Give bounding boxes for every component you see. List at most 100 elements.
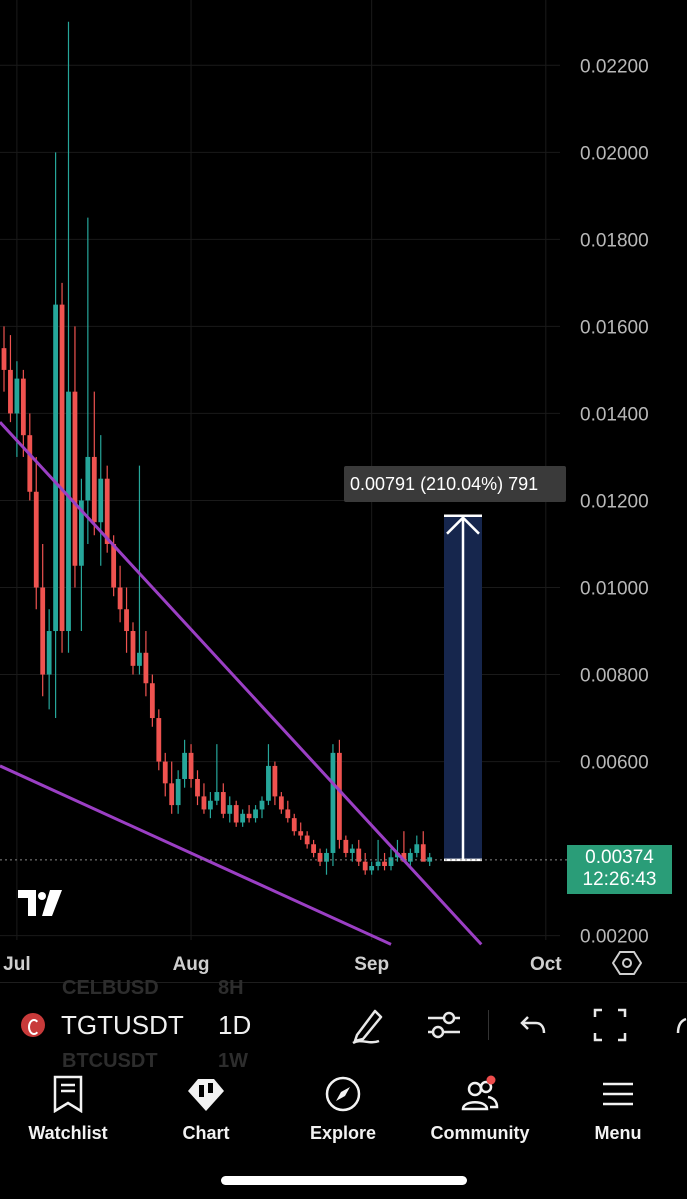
- candle-body: [343, 839, 349, 853]
- y-tick-label: 0.02000: [580, 143, 649, 164]
- bar-countdown: 12:26:43: [582, 869, 657, 890]
- candle-body: [246, 813, 252, 819]
- candle-body: [130, 631, 136, 666]
- candle-body: [420, 844, 426, 862]
- candle-body: [33, 491, 39, 588]
- candle-body: [414, 844, 420, 853]
- candle-body: [98, 478, 104, 523]
- y-tick-label: 0.00200: [580, 927, 649, 948]
- candle-body: [407, 852, 413, 862]
- ghost-symbol-bottom: BTCUSDT: [62, 1050, 158, 1072]
- candle-body: [291, 818, 297, 832]
- tab-community[interactable]: Community: [425, 1075, 535, 1144]
- symbol-selector[interactable]: TGTUSDT: [61, 1010, 184, 1040]
- candle-body: [72, 391, 78, 566]
- candlestick-series: [1, 21, 433, 875]
- trendline[interactable]: [0, 764, 392, 946]
- candle-body: [156, 718, 162, 762]
- tab-explore[interactable]: Explore: [288, 1075, 398, 1144]
- candle-body: [214, 792, 220, 801]
- candle-body: [220, 792, 226, 814]
- y-tick-label: 0.02200: [580, 56, 649, 77]
- last-price-value: 0.00374: [585, 847, 654, 868]
- tab-chart[interactable]: Chart: [151, 1075, 261, 1144]
- y-tick-label: 0.01600: [580, 317, 649, 338]
- candle-body: [337, 752, 342, 840]
- candle-body: [14, 378, 20, 414]
- candle-body: [317, 852, 323, 862]
- drawing-pen-icon[interactable]: [349, 1005, 385, 1045]
- candle-body: [233, 805, 239, 823]
- candle-body: [124, 609, 129, 632]
- candle-body: [427, 857, 433, 862]
- candle-body: [195, 778, 200, 797]
- candle-body: [401, 852, 407, 862]
- interval-selector[interactable]: 1D: [218, 1010, 252, 1040]
- more-tools-icon[interactable]: [674, 1005, 687, 1045]
- compass-icon: [325, 1076, 361, 1112]
- tradingview-logo-icon: [18, 890, 62, 916]
- y-axis: 0.02200 0.02000 0.01800 0.01600 0.01400 0.012…: [580, 56, 649, 947]
- symbol-logo-icon: [21, 1013, 45, 1037]
- indicators-icon[interactable]: [425, 1005, 463, 1045]
- ghost-symbol-top: CELBUSD: [62, 977, 159, 999]
- candle-body: [27, 435, 33, 492]
- candle-body: [59, 304, 65, 632]
- candle-body: [356, 848, 362, 862]
- candle-body: [253, 809, 258, 819]
- notification-dot: [486, 1075, 496, 1085]
- candle-body: [175, 778, 181, 806]
- candle-body: [20, 378, 26, 436]
- candle-body: [324, 852, 329, 862]
- fullscreen-icon[interactable]: [592, 1005, 628, 1045]
- candle-body: [104, 478, 110, 544]
- candle-body: [137, 652, 142, 666]
- measure-tooltip: 0.00791 (210.04%) 791: [344, 466, 566, 502]
- home-indicator: [221, 1176, 467, 1185]
- watchlist-icon: [53, 1075, 83, 1113]
- measure-arrow-head: [446, 515, 480, 535]
- y-tick-label: 0.00800: [580, 666, 649, 687]
- chart-icon: [188, 1079, 224, 1111]
- candle-body: [278, 796, 284, 810]
- candle-body: [311, 844, 316, 853]
- tab-watchlist-label: Watchlist: [28, 1123, 108, 1143]
- tab-menu[interactable]: Menu: [563, 1075, 673, 1144]
- candle-body: [85, 456, 91, 501]
- undo-icon[interactable]: [518, 1005, 548, 1045]
- x-tick-label: Oct: [530, 954, 562, 975]
- candle-body: [40, 587, 46, 675]
- candle-body: [111, 543, 117, 588]
- tab-chart-label: Chart: [182, 1123, 230, 1143]
- candle-body: [8, 369, 13, 414]
- measure-tool[interactable]: [444, 514, 482, 862]
- candle-body: [66, 391, 71, 632]
- x-tick-label: Sep: [354, 954, 389, 975]
- candle-body: [1, 348, 7, 370]
- candle-body: [259, 800, 265, 810]
- x-axis: Jul Aug Sep Oct: [3, 954, 562, 975]
- candle-body: [330, 752, 336, 853]
- ghost-interval-bottom: 1W: [218, 1050, 248, 1072]
- last-price-badge: 0.00374 12:26:43: [567, 845, 672, 894]
- candle-body: [53, 304, 58, 632]
- y-tick-label: 0.01200: [580, 491, 649, 512]
- tab-explore-label: Explore: [309, 1123, 377, 1143]
- tab-watchlist[interactable]: Watchlist: [13, 1075, 123, 1144]
- candle-body: [362, 861, 368, 871]
- trendlines[interactable]: [0, 421, 483, 946]
- candle-body: [298, 831, 304, 836]
- candle-body: [349, 848, 355, 853]
- toolbar-divider: [488, 1010, 489, 1040]
- community-icon: [461, 1075, 499, 1111]
- candle-body: [388, 857, 394, 867]
- y-tick-label: 0.00600: [580, 753, 649, 774]
- candle-body: [79, 500, 84, 566]
- trendline[interactable]: [0, 421, 483, 946]
- candle-body: [46, 631, 52, 675]
- candle-body: [182, 752, 187, 779]
- tab-community-label: Community: [430, 1123, 530, 1143]
- tab-menu-label: Menu: [594, 1123, 642, 1143]
- y-tick-label: 0.01400: [580, 404, 649, 425]
- chart-settings-icon[interactable]: [612, 948, 642, 978]
